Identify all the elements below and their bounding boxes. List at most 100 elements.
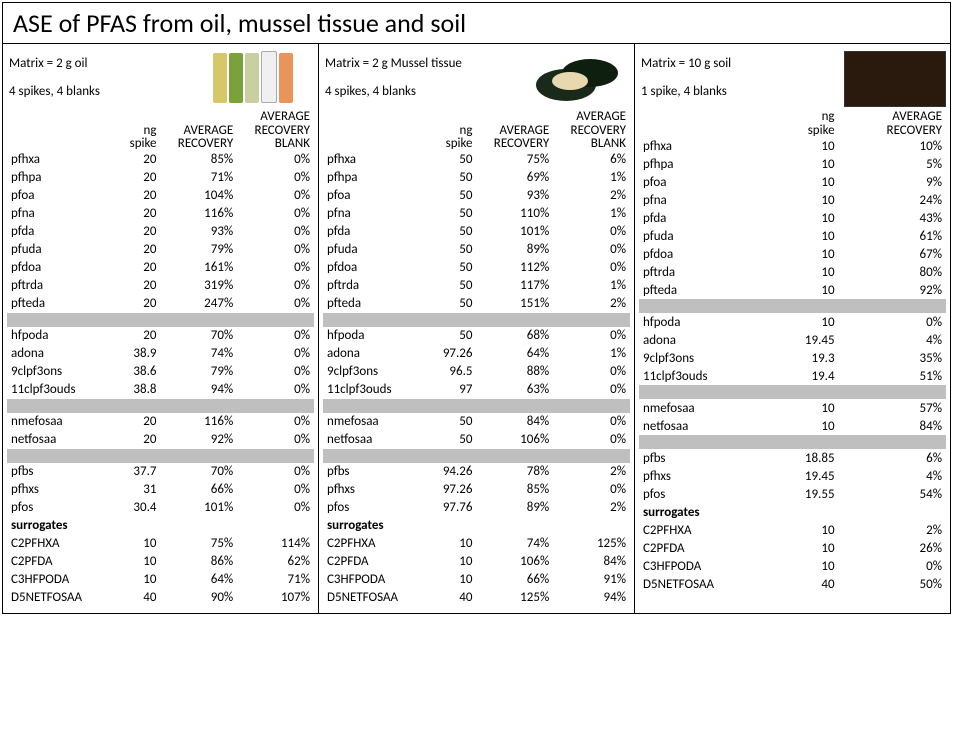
cell-value: 0% <box>237 205 314 223</box>
mussel-icon <box>528 51 628 105</box>
cell-value: 64% <box>160 571 237 589</box>
cell-value: 20 <box>102 187 160 205</box>
cell-value: 10 <box>762 173 839 191</box>
cell-value: 0% <box>237 413 314 431</box>
analyte-name: pfna <box>639 191 762 209</box>
surrogates-header-row: surrogates <box>639 503 946 521</box>
cell-value: 1% <box>553 345 630 363</box>
cell-value: 20 <box>102 413 160 431</box>
analyte-name: D5NETFOSAA <box>323 589 418 607</box>
cell-value: 84% <box>839 417 946 435</box>
table-row: 9clpf3ons38.679%0% <box>7 363 314 381</box>
table-row: 9clpf3ons96.588%0% <box>323 363 630 381</box>
cell-value: 75% <box>476 151 553 169</box>
table-row: C2PFHXA1075%114% <box>7 535 314 553</box>
cell-value: 0% <box>237 259 314 277</box>
cell-value: 0% <box>839 313 946 331</box>
cell-value: 84% <box>553 553 630 571</box>
cell-value: 2% <box>839 521 946 539</box>
cell-value: 101% <box>476 223 553 241</box>
analyte-name: pfna <box>323 205 418 223</box>
analyte-name: C3HFPODA <box>639 557 762 575</box>
spikes-label: 4 spikes, 4 blanks <box>9 83 100 101</box>
table-row: pfhxs97.2685%0% <box>323 481 630 499</box>
cell-value: 101% <box>160 499 237 517</box>
data-table: ngspikeAVERAGERECOVERYpfhxa1010%pfhpa105… <box>639 110 946 593</box>
cell-value: 50 <box>418 241 476 259</box>
cell-value: 50 <box>418 151 476 169</box>
table-row: nmefosaa1057% <box>639 399 946 417</box>
analyte-name: C3HFPODA <box>323 571 418 589</box>
analyte-name: pfos <box>7 499 102 517</box>
table-row: pfbs94.2678%2% <box>323 463 630 481</box>
analyte-name: pfteda <box>7 295 102 313</box>
spikes-label: 4 spikes, 4 blanks <box>325 83 462 101</box>
cell-value: 2% <box>553 463 630 481</box>
data-panel: Matrix = 2 g Mussel tissue4 spikes, 4 bl… <box>318 44 634 613</box>
cell-value: 0% <box>237 481 314 499</box>
table-row: 11clpf3ouds9763%0% <box>323 381 630 399</box>
cell-value: 0% <box>237 499 314 517</box>
cell-value: 10 <box>762 155 839 173</box>
cell-value: 0% <box>237 277 314 295</box>
column-header <box>323 110 418 151</box>
cell-value: 19.4 <box>762 367 839 385</box>
cell-value: 78% <box>476 463 553 481</box>
cell-value: 37.7 <box>102 463 160 481</box>
table-row: D5NETFOSAA4050% <box>639 575 946 593</box>
cell-value: 0% <box>237 169 314 187</box>
cell-value: 2% <box>553 187 630 205</box>
table-row: pfhxa1010% <box>639 137 946 155</box>
column-header: AVERAGERECOVERYBLANK <box>237 110 314 151</box>
table-row: pfos97.7689%2% <box>323 499 630 517</box>
surrogates-label: surrogates <box>7 517 314 535</box>
table-row: hfpoda100% <box>639 313 946 331</box>
table-row: C3HFPODA1064%71% <box>7 571 314 589</box>
analyte-name: pfhxs <box>639 467 762 485</box>
cell-value: 51% <box>839 367 946 385</box>
matrix-label: Matrix = 10 g soil <box>641 55 731 73</box>
analyte-name: pfda <box>639 209 762 227</box>
cell-value: 26% <box>839 539 946 557</box>
cell-value: 20 <box>102 205 160 223</box>
cell-value: 104% <box>160 187 237 205</box>
analyte-name: pfuda <box>639 227 762 245</box>
cell-value: 19.55 <box>762 485 839 503</box>
table-row: adona97.2664%1% <box>323 345 630 363</box>
cell-value: 50 <box>418 223 476 241</box>
cell-value: 10 <box>418 535 476 553</box>
surrogates-header-row: surrogates <box>323 517 630 535</box>
cell-value: 0% <box>237 151 314 169</box>
table-row: pfoa5093%2% <box>323 187 630 205</box>
table-row: pfos19.5554% <box>639 485 946 503</box>
cell-value: 19.45 <box>762 331 839 349</box>
cell-value: 20 <box>102 169 160 187</box>
analyte-name: hfpoda <box>639 313 762 331</box>
table-row: pfda1043% <box>639 209 946 227</box>
cell-value: 0% <box>553 363 630 381</box>
surrogates-label: surrogates <box>323 517 630 535</box>
cell-value: 10 <box>762 399 839 417</box>
table-row: pfda50101%0% <box>323 223 630 241</box>
analyte-name: adona <box>639 331 762 349</box>
cell-value: 20 <box>102 327 160 345</box>
cell-value: 0% <box>553 259 630 277</box>
cell-value: 40 <box>102 589 160 607</box>
analyte-name: pfbs <box>639 449 762 467</box>
panel-header: Matrix = 2 g Mussel tissue4 spikes, 4 bl… <box>325 50 628 106</box>
analyte-name: hfpoda <box>7 327 102 345</box>
cell-value: 106% <box>476 431 553 449</box>
cell-value: 97.26 <box>418 481 476 499</box>
table-row: pfteda50151%2% <box>323 295 630 313</box>
cell-value: 10 <box>762 245 839 263</box>
column-header: ngspike <box>418 110 476 151</box>
panel-header: Matrix = 10 g soil1 spike, 4 blanks <box>641 50 944 106</box>
table-row: 11clpf3ouds19.451% <box>639 367 946 385</box>
table-row: pfdoa1067% <box>639 245 946 263</box>
analyte-name: pfteda <box>639 281 762 299</box>
separator-row <box>323 449 630 463</box>
analyte-name: 11clpf3ouds <box>639 367 762 385</box>
table-row: pfbs37.770%0% <box>7 463 314 481</box>
table-row: pfhxs3166%0% <box>7 481 314 499</box>
table-row: netfosaa1084% <box>639 417 946 435</box>
